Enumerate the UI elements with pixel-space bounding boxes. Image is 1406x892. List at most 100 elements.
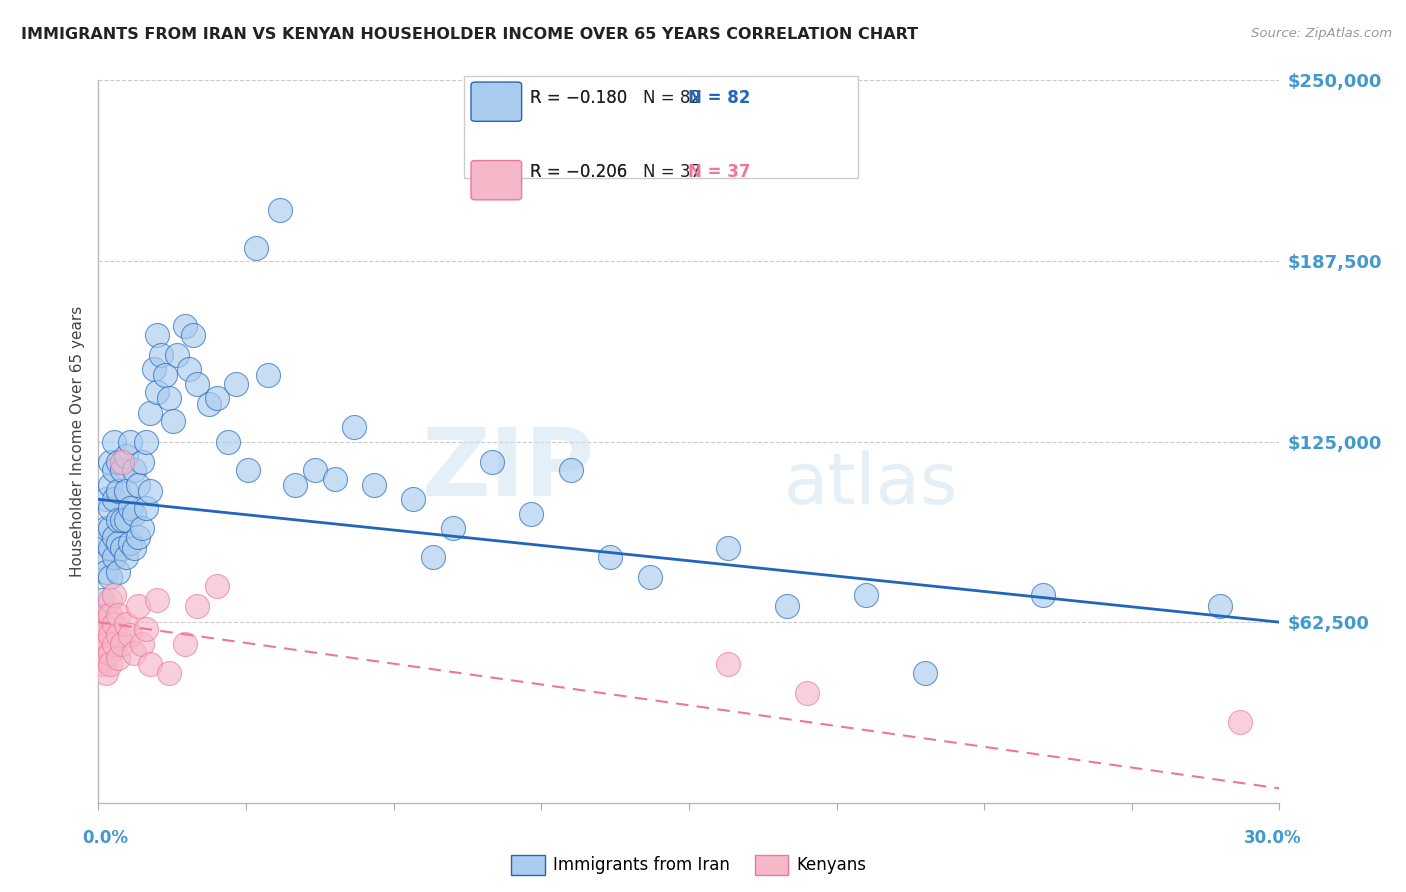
Point xyxy=(174,637,197,651)
Point xyxy=(142,362,165,376)
Point xyxy=(796,686,818,700)
Point xyxy=(135,434,157,449)
Point xyxy=(98,607,121,622)
Text: 0.0%: 0.0% xyxy=(83,829,128,847)
Point xyxy=(138,483,160,498)
Point xyxy=(98,541,121,556)
Point xyxy=(146,385,169,400)
Point xyxy=(127,530,149,544)
Point xyxy=(131,521,153,535)
Point xyxy=(776,599,799,614)
Point xyxy=(131,637,153,651)
Text: R = −0.206   N = 37: R = −0.206 N = 37 xyxy=(530,163,702,181)
Point xyxy=(98,628,121,642)
Point xyxy=(638,570,661,584)
Point xyxy=(181,327,204,342)
Point xyxy=(118,535,141,549)
Point xyxy=(1032,588,1054,602)
Point xyxy=(91,593,114,607)
Point xyxy=(162,414,184,428)
Point xyxy=(107,455,129,469)
Point xyxy=(98,455,121,469)
Point xyxy=(115,616,138,631)
Point xyxy=(135,501,157,516)
Point xyxy=(115,483,138,498)
Point xyxy=(96,665,118,680)
Point xyxy=(98,501,121,516)
Point xyxy=(256,368,278,382)
Point xyxy=(98,646,121,660)
Point xyxy=(138,657,160,671)
Text: ZIP: ZIP xyxy=(422,425,595,516)
Point xyxy=(269,203,291,218)
Point xyxy=(197,397,219,411)
Point xyxy=(1229,714,1251,729)
Point xyxy=(914,665,936,680)
Point xyxy=(96,623,118,637)
Point xyxy=(107,512,129,526)
Point xyxy=(91,657,114,671)
Point xyxy=(135,623,157,637)
Text: Source: ZipAtlas.com: Source: ZipAtlas.com xyxy=(1251,27,1392,40)
Point xyxy=(96,535,118,549)
Text: R = −0.206: R = −0.206 xyxy=(530,163,643,181)
Point xyxy=(127,599,149,614)
Point xyxy=(186,376,208,391)
Point xyxy=(103,637,125,651)
Point xyxy=(96,492,118,507)
Point xyxy=(91,550,114,565)
Text: R = −0.180: R = −0.180 xyxy=(530,89,643,107)
Point xyxy=(205,579,228,593)
Text: IMMIGRANTS FROM IRAN VS KENYAN HOUSEHOLDER INCOME OVER 65 YEARS CORRELATION CHAR: IMMIGRANTS FROM IRAN VS KENYAN HOUSEHOLD… xyxy=(21,27,918,42)
Point xyxy=(96,637,118,651)
Point xyxy=(107,483,129,498)
Point xyxy=(1209,599,1232,614)
Point xyxy=(96,565,118,579)
Point xyxy=(855,588,877,602)
Point xyxy=(138,406,160,420)
Point xyxy=(166,348,188,362)
Y-axis label: Householder Income Over 65 years: Householder Income Over 65 years xyxy=(69,306,84,577)
Point xyxy=(103,434,125,449)
Point xyxy=(146,327,169,342)
Point xyxy=(127,478,149,492)
Point xyxy=(118,501,141,516)
Point xyxy=(217,434,239,449)
Point xyxy=(96,651,118,665)
Point xyxy=(122,541,145,556)
Point xyxy=(520,507,543,521)
Point xyxy=(186,599,208,614)
Point xyxy=(111,637,134,651)
Point xyxy=(115,449,138,463)
Text: N = 37: N = 37 xyxy=(688,163,749,181)
Point xyxy=(96,607,118,622)
Point xyxy=(98,521,121,535)
Point xyxy=(177,362,200,376)
Point xyxy=(304,463,326,477)
Point xyxy=(122,463,145,477)
Point xyxy=(98,593,121,607)
Point xyxy=(91,616,114,631)
Point xyxy=(103,492,125,507)
Point xyxy=(155,368,177,382)
Point xyxy=(115,512,138,526)
Text: 30.0%: 30.0% xyxy=(1244,829,1301,847)
Point xyxy=(115,550,138,565)
Point xyxy=(284,478,307,492)
Point xyxy=(122,646,145,660)
Text: R = −0.180   N = 82: R = −0.180 N = 82 xyxy=(530,89,702,107)
Point xyxy=(481,455,503,469)
Point xyxy=(245,241,267,255)
Point xyxy=(441,521,464,535)
Text: N = 82: N = 82 xyxy=(688,89,749,107)
Point xyxy=(103,463,125,477)
Point xyxy=(131,455,153,469)
Point xyxy=(96,521,118,535)
Point xyxy=(343,420,366,434)
Point xyxy=(560,463,582,477)
Point xyxy=(225,376,247,391)
Point xyxy=(98,570,121,584)
Point xyxy=(118,628,141,642)
Point xyxy=(91,646,114,660)
Point xyxy=(107,651,129,665)
